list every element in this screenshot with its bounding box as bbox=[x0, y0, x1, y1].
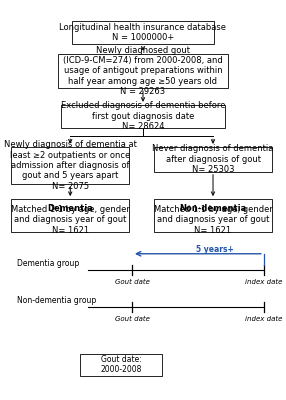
FancyBboxPatch shape bbox=[154, 199, 272, 232]
FancyBboxPatch shape bbox=[58, 54, 228, 88]
Text: Gout date: Gout date bbox=[115, 279, 150, 285]
Text: Newly diagnosed gout
(ICD-9-CM=274) from 2000-2008, and
usage of antigout prepar: Newly diagnosed gout (ICD-9-CM=274) from… bbox=[63, 46, 223, 96]
FancyBboxPatch shape bbox=[154, 147, 272, 172]
Text: Non-dementia group: Non-dementia group bbox=[17, 296, 96, 305]
Text: Dementia group: Dementia group bbox=[17, 259, 79, 268]
FancyBboxPatch shape bbox=[11, 147, 129, 184]
Text: Excluded diagnosis of dementia before
first gout diagnosis date
N= 28624: Excluded diagnosis of dementia before fi… bbox=[61, 101, 225, 131]
Text: Never diagnosis of dementia
after diagnosis of gout
N= 25303: Never diagnosis of dementia after diagno… bbox=[152, 144, 274, 174]
Text: Non-dementia: Non-dementia bbox=[179, 204, 247, 213]
Text: Gout date:
2000-2008: Gout date: 2000-2008 bbox=[100, 355, 142, 374]
FancyBboxPatch shape bbox=[11, 199, 129, 232]
Text: Gout date: Gout date bbox=[115, 316, 150, 322]
Text: 5 years+: 5 years+ bbox=[196, 246, 233, 254]
Text: Dementia: Dementia bbox=[47, 204, 93, 213]
FancyBboxPatch shape bbox=[72, 21, 214, 44]
Text: index date: index date bbox=[245, 316, 283, 322]
Text: Newly diagnosis of dementia at
least ≥2 outpatients or once
admission after diag: Newly diagnosis of dementia at least ≥2 … bbox=[4, 140, 137, 191]
Text: Matched 1:1 by age, gender
and diagnosis year of gout
N= 1621: Matched 1:1 by age, gender and diagnosis… bbox=[11, 205, 130, 234]
FancyBboxPatch shape bbox=[80, 354, 162, 376]
Text: Matched 1:1 by age, gender
and diagnosis year of gout
N= 1621: Matched 1:1 by age, gender and diagnosis… bbox=[154, 205, 273, 234]
Text: Longitudinal health insurance database
N = 1000000+: Longitudinal health insurance database N… bbox=[59, 23, 227, 42]
Text: index date: index date bbox=[245, 279, 283, 285]
FancyBboxPatch shape bbox=[61, 105, 225, 128]
